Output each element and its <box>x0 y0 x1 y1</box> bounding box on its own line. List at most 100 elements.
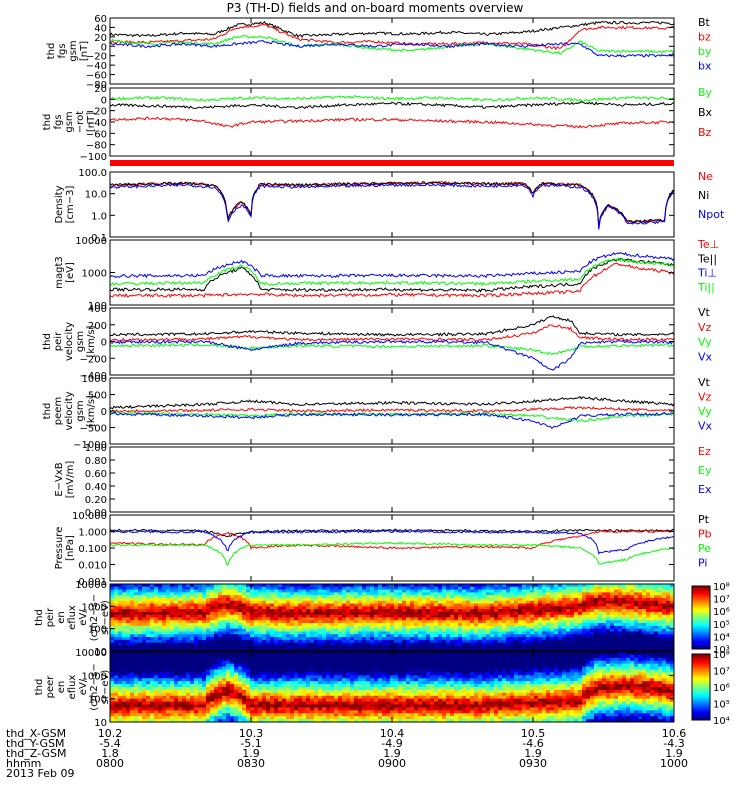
spectrogram-cell <box>554 626 558 629</box>
spectrogram-cell <box>302 640 306 643</box>
spectrogram-cell <box>574 643 578 646</box>
spectrogram-cell <box>278 713 282 716</box>
spectrogram-cell <box>250 631 254 634</box>
spectrogram-cell <box>406 626 410 629</box>
spectrogram-cell <box>126 606 130 609</box>
spectrogram-cell <box>390 606 394 609</box>
spectrogram-cell <box>190 664 194 667</box>
spectrogram-cell <box>226 634 230 637</box>
spectrogram-cell <box>174 699 178 702</box>
spectrogram-cell <box>582 620 586 623</box>
spectrogram-cell <box>550 643 554 646</box>
spectrogram-cell <box>442 615 446 618</box>
spectrogram-cell <box>154 612 158 615</box>
spectrogram-cell <box>266 658 270 661</box>
spectrogram-cell <box>542 643 546 646</box>
spectrogram-cell <box>582 643 586 646</box>
spectrogram-cell <box>130 626 134 629</box>
spectrogram-cell <box>602 615 606 618</box>
spectrogram-cell <box>482 615 486 618</box>
spectrogram-cell <box>198 681 202 684</box>
spectrogram-cell <box>254 716 258 719</box>
spectrogram-cell <box>306 595 310 598</box>
spectrogram-cell <box>566 615 570 618</box>
spectrogram-cell <box>134 713 138 716</box>
spectrogram-cell <box>466 590 470 593</box>
spectrogram-cell <box>226 637 230 640</box>
spectrogram-cell <box>274 592 278 595</box>
spectrogram-cell <box>182 713 186 716</box>
spectrogram-cell <box>298 672 302 675</box>
spectrogram-cell <box>306 678 310 681</box>
spectrogram-cell <box>230 623 234 626</box>
spectrogram-cell <box>298 655 302 658</box>
spectrogram-cell <box>210 667 214 670</box>
spectrogram-cell <box>362 620 366 623</box>
spectrogram-cell <box>462 592 466 595</box>
spectrogram-cell <box>122 702 126 705</box>
spectrogram-cell <box>546 620 550 623</box>
spectrogram-cell <box>214 672 218 675</box>
spectrogram-cell <box>114 623 118 626</box>
spectrogram-cell <box>302 604 306 607</box>
spectrogram-cell <box>122 604 126 607</box>
spectrogram-cell <box>646 634 650 637</box>
spectrogram-cell <box>246 634 250 637</box>
spectrogram-cell <box>142 707 146 710</box>
spectrogram-cell <box>282 629 286 632</box>
spectrogram-cell <box>622 587 626 590</box>
spectrogram-cell <box>526 645 530 648</box>
spectrogram-cell <box>122 598 126 601</box>
spectrogram-cell <box>450 637 454 640</box>
spectrogram-cell <box>294 612 298 615</box>
spectrogram-cell <box>258 658 262 661</box>
spectrogram-cell <box>622 629 626 632</box>
spectrogram-cell <box>662 615 666 618</box>
spectrogram-cell <box>314 629 318 632</box>
spectrogram-cell <box>214 618 218 621</box>
spectrogram-cell <box>294 678 298 681</box>
spectrogram-cell <box>514 609 518 612</box>
spectrogram-cell <box>466 643 470 646</box>
spectrogram-cell <box>302 618 306 621</box>
spectrogram-cell <box>166 629 170 632</box>
spectrogram-cell <box>298 637 302 640</box>
spectrogram-cell <box>594 623 598 626</box>
spectrogram-cell <box>566 618 570 621</box>
spectrogram-cell <box>274 681 278 684</box>
spectrogram-cell <box>258 643 262 646</box>
spectrogram-cell <box>234 681 238 684</box>
spectrogram-cell <box>478 618 482 621</box>
spectrogram-cell <box>222 640 226 643</box>
spectrogram-cell <box>390 640 394 643</box>
spectrogram-cell <box>594 645 598 648</box>
spectrogram-cell <box>622 634 626 637</box>
spectrogram-cell <box>110 640 114 643</box>
spectrogram-cell <box>158 606 162 609</box>
spectrogram-cell <box>638 631 642 634</box>
spectrogram-cell <box>330 626 334 629</box>
spectrogram-cell <box>598 609 602 612</box>
spectrogram-cell <box>138 606 142 609</box>
spectrogram-cell <box>454 631 458 634</box>
spectrogram-cell <box>310 678 314 681</box>
spectrogram-cell <box>494 634 498 637</box>
spectrogram-cell <box>562 645 566 648</box>
spectrogram-cell <box>190 637 194 640</box>
spectrogram-cell <box>202 684 206 687</box>
spectrogram-cell <box>154 658 158 661</box>
spectrogram-cell <box>234 716 238 719</box>
spectrogram-cell <box>214 696 218 699</box>
spectrogram-cell <box>446 606 450 609</box>
spectrogram-cell <box>542 615 546 618</box>
spectrogram-cell <box>162 640 166 643</box>
spectrogram-cell <box>230 631 234 634</box>
spectrogram-cell <box>442 598 446 601</box>
spectrogram-cell <box>566 598 570 601</box>
spectrogram-cell <box>246 681 250 684</box>
spectrogram-cell <box>142 645 146 648</box>
spectrogram-cell <box>150 609 154 612</box>
spectrogram-cell <box>598 640 602 643</box>
spectrogram-cell <box>494 606 498 609</box>
spectrogram-cell <box>638 618 642 621</box>
